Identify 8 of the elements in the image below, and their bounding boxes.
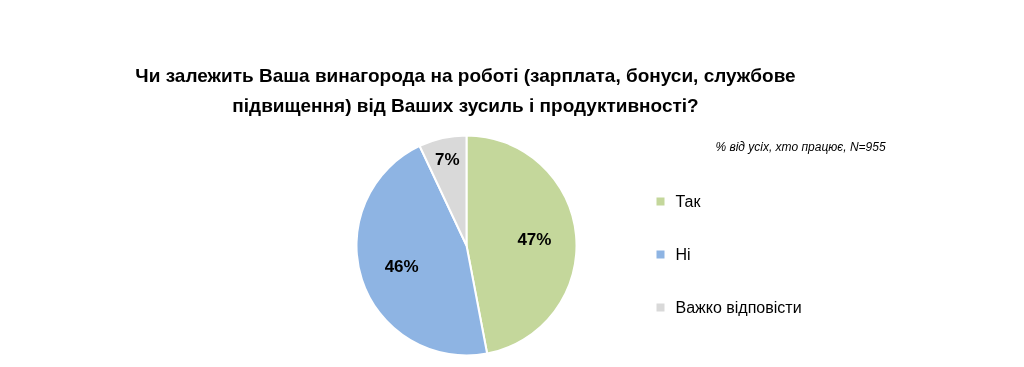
text: % від усіх, хто працює, N=955 (715, 139, 886, 154)
legend-label: Важко відповісти (675, 299, 802, 316)
data-label: 47% (517, 229, 552, 249)
legend-label: Ні (675, 246, 691, 263)
legend-label: Так (675, 193, 702, 210)
data-label: 46% (384, 257, 419, 277)
data-label: 7% (435, 150, 460, 170)
chart-title: Чи залежить Ваша винагорода на роботі (зарплата, бонуси, службове підвищення) від Ваших зусиль і продуктивності? (135, 65, 796, 116)
